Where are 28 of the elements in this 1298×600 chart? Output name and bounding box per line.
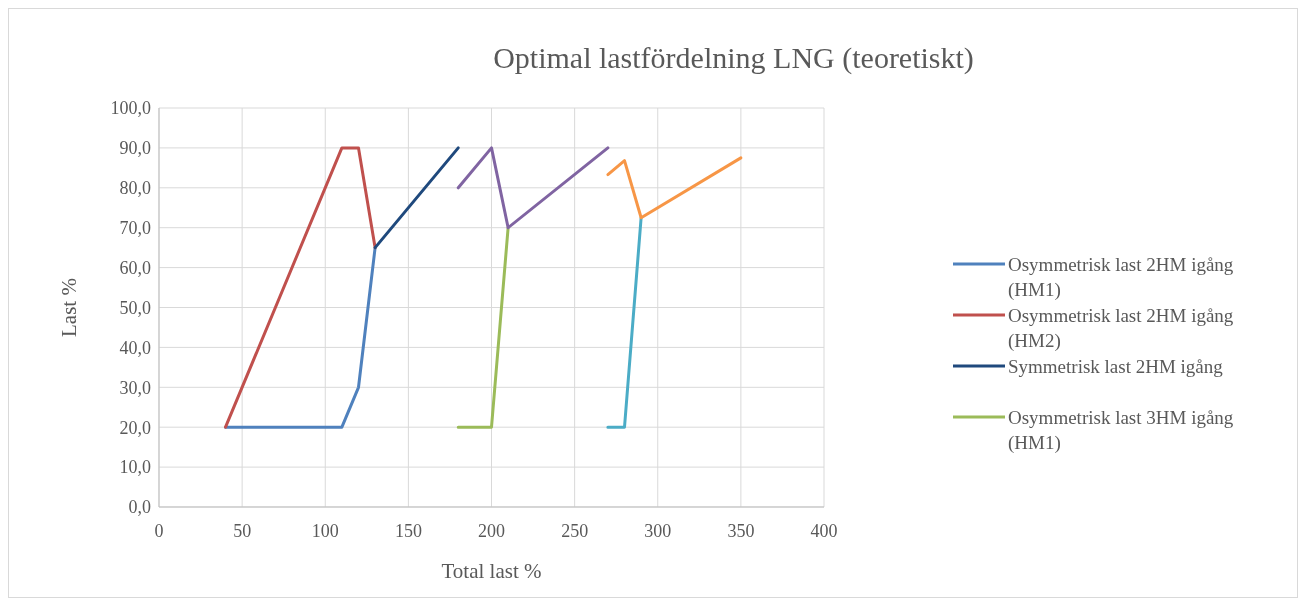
x-tick-label: 200 <box>478 521 505 541</box>
y-tick-label: 80,0 <box>119 178 151 199</box>
chart-title: Optimal lastfördelning LNG (teoretiskt) <box>493 41 974 75</box>
x-tick-label: 300 <box>644 521 672 541</box>
y-tick-label: 0,0 <box>128 497 151 518</box>
x-tick-label: 150 <box>394 521 422 541</box>
x-tick-label: 50 <box>233 521 252 541</box>
y-tick-label: 40,0 <box>119 337 151 358</box>
x-axis-title: Total last % <box>441 559 542 583</box>
y-tick-label: 20,0 <box>119 417 151 438</box>
line-series <box>606 156 743 220</box>
y-tick-label: 100,0 <box>110 98 151 119</box>
y-tick-label: 10,0 <box>119 457 151 478</box>
y-tick-label: 50,0 <box>119 297 151 318</box>
x-tick-label: 350 <box>727 521 755 541</box>
x-tick-label: 0 <box>154 521 164 541</box>
y-tick-label: 70,0 <box>119 218 151 238</box>
x-tick-label: 100 <box>311 521 339 541</box>
legend-label: Osymmetrisk last 3HM igång (HM1) <box>1008 406 1234 455</box>
y-tick-label: 90,0 <box>119 138 151 159</box>
legend-label: Symmetrisk last 2HM igång <box>1008 355 1224 377</box>
x-tick-label: 400 <box>810 521 838 541</box>
y-tick-label: 30,0 <box>119 377 151 398</box>
legend-label: Osymmetrisk last 2HM igång (HM2) <box>1008 304 1234 353</box>
legend-label: Osymmetrisk last 2HM igång (HM1) <box>1008 253 1234 302</box>
x-tick-label: 250 <box>561 521 589 541</box>
y-tick-label: 60,0 <box>119 257 151 278</box>
y-axis-title: Last % <box>57 278 81 337</box>
